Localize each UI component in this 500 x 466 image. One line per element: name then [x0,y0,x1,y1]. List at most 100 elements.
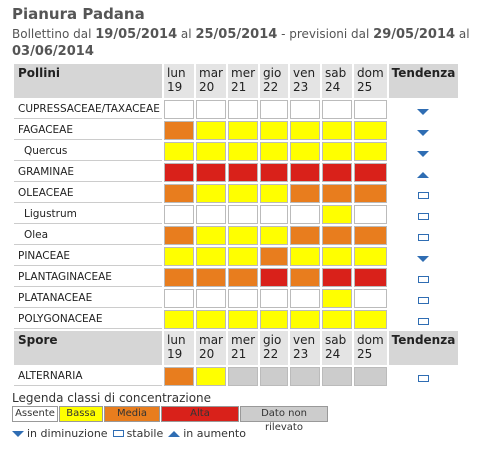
spore-header-row: Spore lun 19 mar 20 mer 21 gio 22 ven 23 sab 24 dom 25… [14,331,459,365]
trend-up-icon [168,430,181,437]
day-name: mer [231,66,256,80]
level-cell-bassa [260,310,289,329]
spore-table: Spore lun 19 mar 20 mer 21 gio 22 ven 23 sab 24 dom 25… [12,329,460,388]
level-cell-bassa [354,247,387,266]
day-number: 23 [293,80,309,94]
level-cell-media [164,121,194,140]
table-row: Quercus [14,142,458,161]
level-cell-assente [164,100,194,119]
level-cell-assente [260,100,289,119]
level-cell-assente [354,205,387,224]
level-cell-assente [164,205,194,224]
level-cell-assente [354,289,387,308]
level-cell-media [164,226,194,245]
table-row: CUPRESSACEAE/TAXACEAE [14,100,458,119]
forecast-prefix: - previsioni dal [277,27,374,41]
level-cell-bassa [260,184,289,203]
level-cell-bassa [322,121,353,140]
level-cell-alta [196,163,226,182]
day-number: 21 [231,80,247,94]
day-number: 19 [167,347,183,361]
level-cell-assente [228,100,259,119]
level-cell-assente [354,100,387,119]
day-name: dom [357,66,384,80]
day-number: 22 [263,347,279,361]
level-cell-nd [354,367,387,386]
day-number: 23 [293,347,309,361]
level-cell-assente [290,289,321,308]
level-cell-media [260,247,289,266]
level-cell-alta [322,163,353,182]
level-cell-bassa [164,247,194,266]
level-cell-assente [164,289,194,308]
bulletin-dates: Bollettino dal 19/05/2014 al 25/05/2014 … [12,26,482,60]
trend-stable-icon [417,297,429,304]
level-cell-nd [228,367,259,386]
level-cell-media [322,184,353,203]
day-header-gio: gio 22 [260,331,289,365]
level-cell-alta [260,268,289,287]
level-cell-bassa [196,121,226,140]
table-row: PLATANACEAE [14,289,458,308]
trend-up-icon [417,172,430,178]
level-cell-assente [290,100,321,119]
trend-down-icon [12,430,24,437]
day-name: mar [199,66,223,80]
trend-cell [389,226,459,245]
day-number: 24 [325,80,341,94]
trend-stable-icon [417,276,429,283]
day-name: sab [325,66,347,80]
level-cell-assente [260,289,289,308]
day-number: 19 [167,80,183,94]
day-number: 24 [325,347,341,361]
level-cell-assente [196,289,226,308]
level-cell-media [354,226,387,245]
table-row: OLEACEAE [14,184,458,203]
level-cell-bassa [228,142,259,161]
level-cell-nd [260,367,289,386]
bulletin-to-date: 25/05/2014 [195,27,278,42]
level-cell-bassa [196,367,226,386]
day-name: mar [199,333,223,347]
day-name: mer [231,333,256,347]
level-cell-assente [290,205,321,224]
trend-cell [389,184,459,203]
trend-stable-icon [112,430,124,437]
level-cell-bassa [354,121,387,140]
level-cell-bassa [228,184,259,203]
taxon-name: PLANTAGINACEAE [14,268,162,287]
day-header-gio: gio 22 [260,64,289,98]
day-name: sab [325,333,347,347]
level-cell-bassa [228,247,259,266]
day-header-sab: sab 24 [322,331,353,365]
level-cell-media [164,268,194,287]
trend-header: Tendenza [388,64,459,98]
level-cell-bassa [322,310,353,329]
table-row: Olea [14,226,458,245]
day-name: lun [167,333,186,347]
trend-legend: in diminuzione stabile in aumento [12,427,251,440]
day-number: 21 [231,347,247,361]
trend-cell [389,247,459,266]
legend-media: Media [104,406,160,422]
day-number: 20 [199,80,215,94]
day-number: 25 [357,347,373,361]
level-cell-media [164,184,194,203]
level-cell-bassa [260,121,289,140]
level-cell-assente [228,205,259,224]
trend-stable-label: stabile [126,427,164,440]
spore-header: Spore [14,331,162,365]
level-cell-bassa [196,310,226,329]
taxon-name: FAGACEAE [14,121,162,140]
trend-cell [389,205,459,224]
trend-header: Tendenza [388,331,459,365]
trend-down-label: in diminuzione [27,427,108,440]
pollini-header-row: Pollini lun 19 mar 20 mer 21 gio 22 ven 23 sab 24 dom… [14,64,459,98]
bulletin-prefix: Bollettino dal [12,27,96,41]
taxon-name: Olea [14,226,162,245]
bulletin-from-date: 19/05/2014 [95,27,178,42]
day-number: 20 [199,347,215,361]
page-title: Pianura Padana [12,5,145,23]
forecast-sep: al [455,27,470,41]
